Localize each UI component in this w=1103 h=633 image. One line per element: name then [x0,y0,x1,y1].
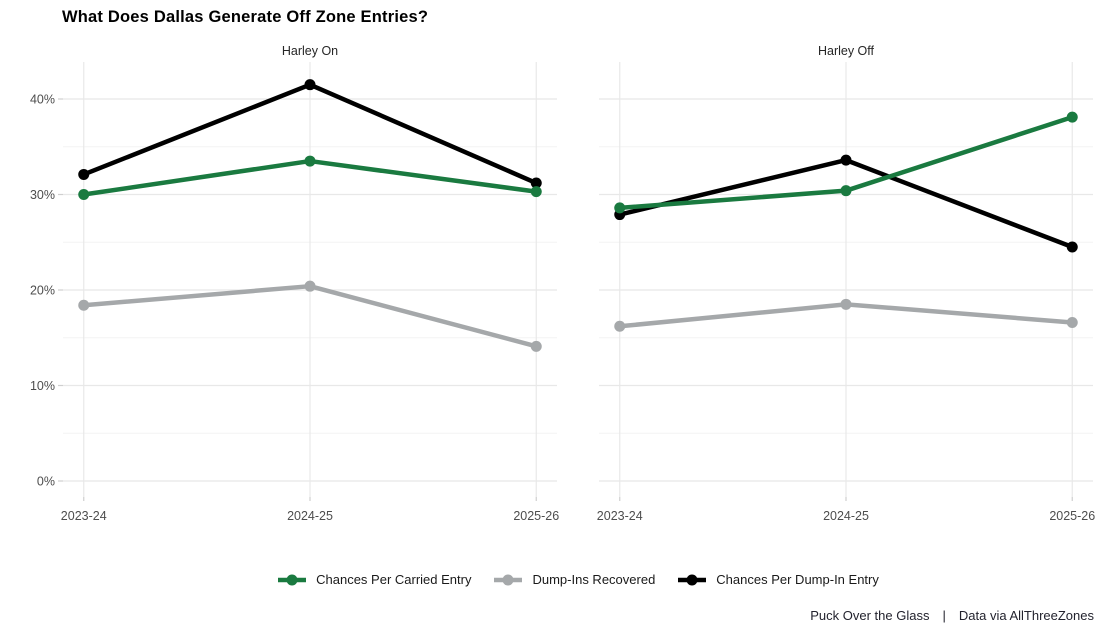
legend-item: Chances Per Carried Entry [277,572,471,587]
x-axis-label: 2023-24 [597,509,643,523]
y-axis-label: 0% [37,475,55,489]
legend-item: Chances Per Dump-In Entry [677,572,879,587]
data-point [840,298,852,310]
data-point [1066,241,1078,253]
chart-legend: Chances Per Carried Entry Dump-Ins Recove… [63,572,1093,587]
legend-label: Chances Per Carried Entry [316,572,472,587]
x-axis-label: 2025-26 [513,509,559,523]
data-point [530,177,542,189]
data-point [530,340,542,352]
data-point [304,280,316,292]
legend-label: Chances Per Dump-In Entry [716,572,879,587]
data-point [78,189,90,200]
data-point [304,155,316,167]
data-point [530,186,542,198]
y-axis-label: 30% [30,188,55,202]
data-point [78,299,90,311]
legend-label: Dump-Ins Recovered [532,572,656,587]
data-point [78,168,90,180]
chart-footer: Puck Over the Glass | Data via AllThreeZon… [810,608,1094,623]
legend-key-icon [494,574,523,585]
x-axis-label: 2025-26 [1049,509,1095,523]
facet-label-harley-off: Harley Off [817,44,875,58]
footer-separator: | [942,608,946,623]
x-axis-label: 2023-24 [61,509,107,523]
data-point [1066,111,1078,123]
footer-source: Data via AllThreeZones [958,608,1094,623]
data-point [304,79,316,91]
legend-item: Dump-Ins Recovered [493,572,655,587]
legend-key-icon [678,574,707,585]
footer-credit: Puck Over the Glass [810,608,930,623]
data-point [614,320,626,332]
x-axis-label: 2024-25 [287,509,333,523]
y-axis-label: 20% [30,284,55,298]
data-point [614,202,626,214]
data-point [1066,316,1078,328]
y-axis-label: 40% [30,93,55,107]
data-point [840,185,852,197]
legend-key-icon [278,574,307,585]
facet-label-harley-on: Harley On [281,44,339,58]
x-axis-label: 2024-25 [823,509,869,523]
chart-title: What Does Dallas Generate Off Zone Entri… [62,8,429,26]
data-point [840,154,852,166]
y-axis-label: 10% [30,379,55,393]
